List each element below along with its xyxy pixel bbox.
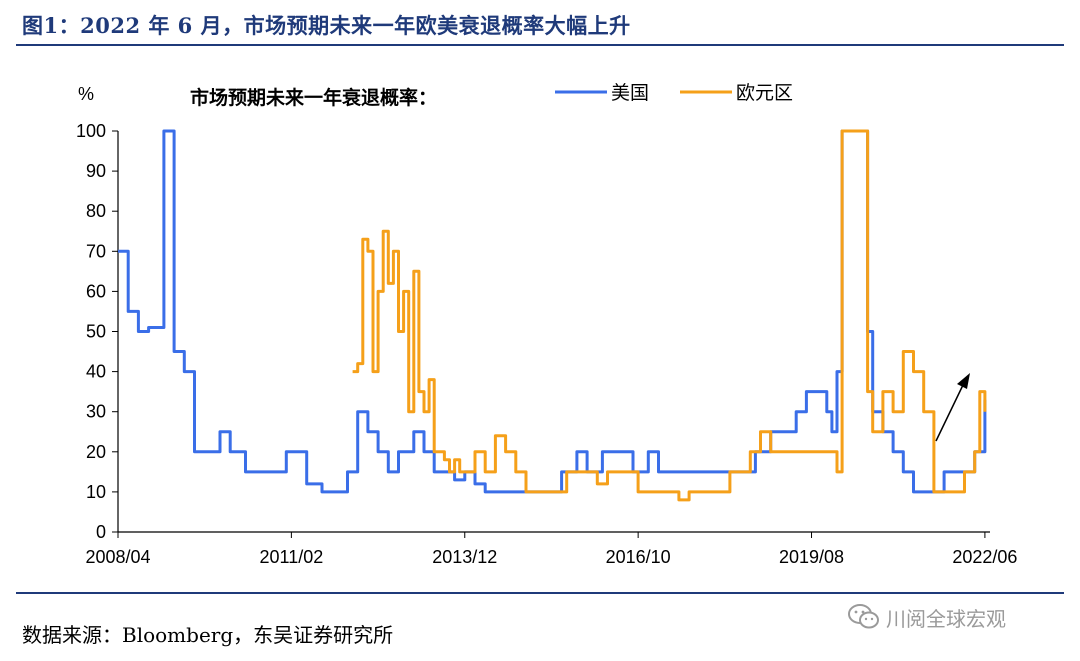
x-tick-label: 2011/02 <box>260 547 324 567</box>
legend-label: 欧元区 <box>736 82 793 104</box>
chart-canvas: 0 10 20 30 40 50 60 70 80 90 100% 2008/04 2011/02 201… <box>76 82 1017 567</box>
x-tick-label: 2008/04 <box>85 547 150 567</box>
figure-title: 图1：2022 年 6 月，市场预期未来一年欧美衰退概率大幅上升 <box>22 13 631 38</box>
y-tick-label: 10 <box>86 482 106 502</box>
wechat-icon <box>848 604 879 629</box>
y-tick-label: 60 <box>86 281 106 301</box>
y-tick-label: 20 <box>86 442 106 462</box>
source-note: 数据来源：Bloomberg，东吴证券研究所 <box>22 623 394 647</box>
x-tick-label: 2013/12 <box>432 547 497 567</box>
watermark-text: 川阅全球宏观 <box>886 606 1006 631</box>
y-tick-label: 90 <box>86 161 106 181</box>
series-line-us <box>118 129 987 494</box>
x-tick-label: 2022/06 <box>952 547 1017 567</box>
y-tick-label: 40 <box>86 362 106 382</box>
legend-label: 美国 <box>611 82 649 104</box>
source-rule <box>16 592 1064 594</box>
series-line-eurozone <box>352 129 987 502</box>
chart-subtitle: 市场预期未来一年衰退概率： <box>190 86 437 109</box>
arrow-head <box>957 373 970 389</box>
y-tick-label: 0 <box>96 522 106 542</box>
y-tick-label: 50 <box>86 322 106 342</box>
watermark: 川阅全球宏观 <box>848 600 1006 634</box>
y-axis-unit: % <box>78 84 94 104</box>
y-tick-label: 70 <box>86 241 106 261</box>
x-tick-label: 2019/08 <box>779 547 844 567</box>
x-tick-label: 2016/10 <box>606 547 671 567</box>
title-rule <box>16 44 1064 46</box>
y-tick-label: 80 <box>86 201 106 221</box>
arrow-shaft <box>935 384 964 442</box>
y-tick-label: 100 <box>76 121 106 141</box>
y-tick-label: 30 <box>86 402 106 422</box>
